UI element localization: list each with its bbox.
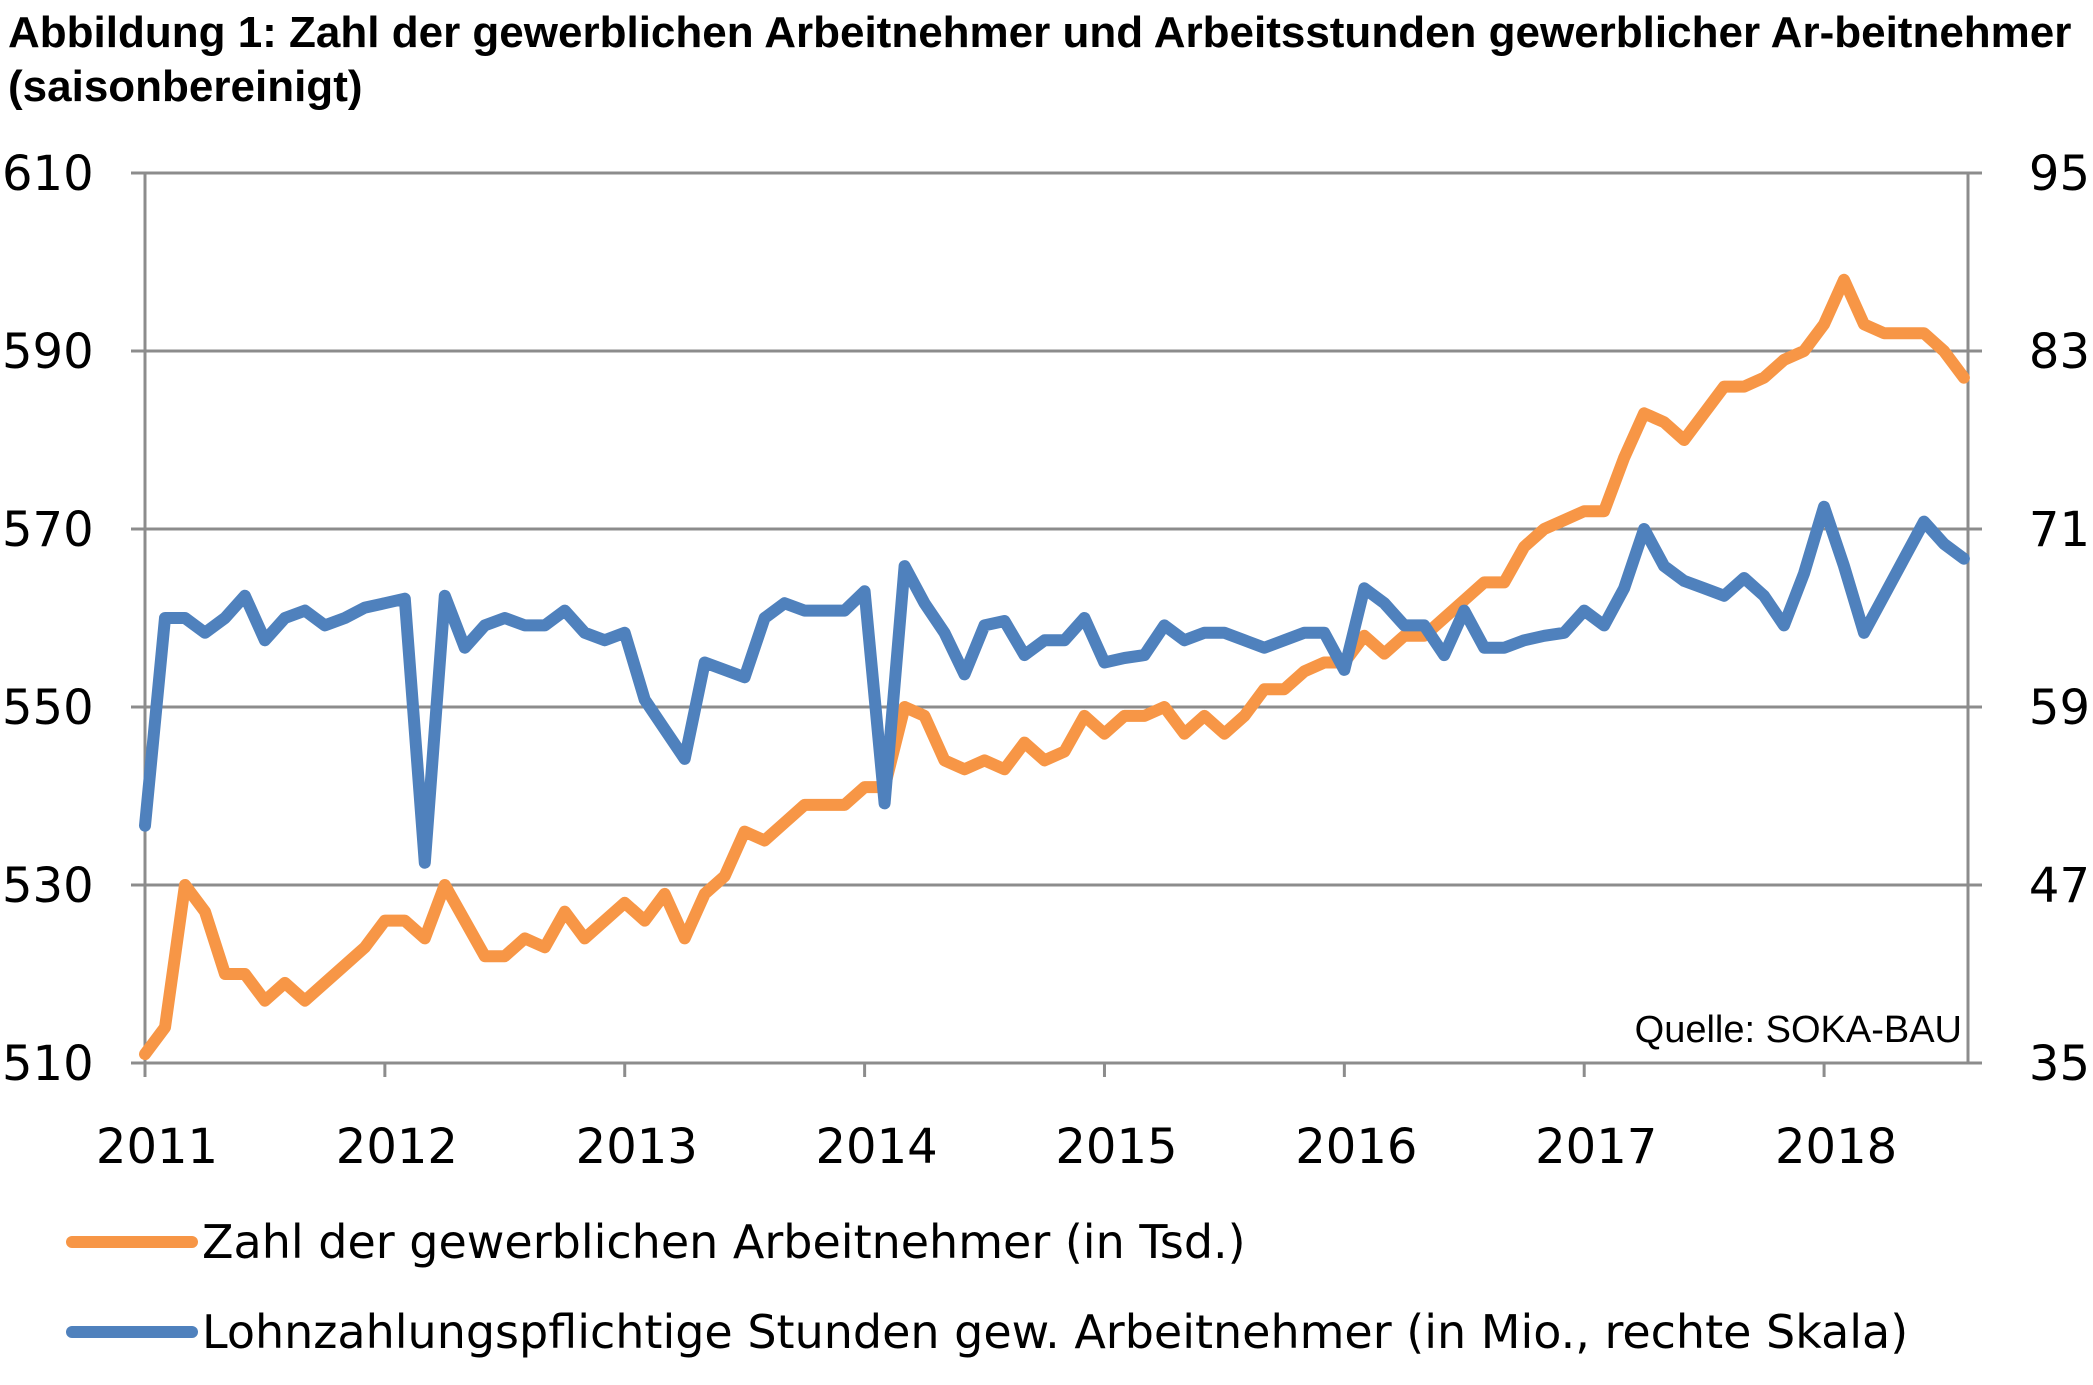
series-line-2 (139, 500, 1970, 869)
x-tick-label: 2017 (1535, 1119, 1657, 1175)
y-right-tick-label: 95 (2029, 146, 2090, 202)
series-lines (139, 273, 1970, 1061)
axes: 510 35 530 47 550 59 570 71 590 83 610 95 2011 2012 20… (2, 146, 2090, 1175)
y-left-tick-label: 530 (2, 858, 94, 914)
legend-label-1: Zahl der gewerblichen Arbeitnehmer (in T… (202, 1215, 1246, 1269)
y-left-tick-label: 550 (2, 680, 94, 736)
series-line-1 (139, 273, 1970, 1061)
y-right-tick-label: 35 (2029, 1036, 2090, 1092)
page-title: Abbildung 1: Zahl der gewerblichen Arbei… (8, 8, 2072, 111)
gridlines (145, 171, 1968, 1065)
x-tick-label: 2016 (1295, 1119, 1417, 1175)
legend: Zahl der gewerblichen Arbeitnehmer (in T… (66, 1215, 1908, 1359)
y-left-tick-label: 570 (2, 502, 94, 558)
y-right-tick-label: 47 (2029, 858, 2090, 914)
y-left-tick-label: 610 (2, 146, 94, 202)
y-right-tick-label: 59 (2029, 680, 2090, 736)
y-left-tick-label: 590 (2, 324, 94, 380)
y-left-tick-label: 510 (2, 1036, 94, 1092)
x-tick-label: 2014 (816, 1119, 938, 1175)
x-tick-label: 2018 (1775, 1119, 1897, 1175)
x-tick-label: 2012 (336, 1119, 458, 1175)
source-label: Quelle: SOKA-BAU (1635, 1009, 1962, 1051)
x-tick-label: 2015 (1055, 1119, 1177, 1175)
x-tick-label: 2011 (96, 1119, 218, 1175)
x-tick-label: 2013 (576, 1119, 698, 1175)
y-right-tick-label: 83 (2029, 324, 2090, 380)
legend-label-2: Lohnzahlungspflichtige Stunden gew. Arbe… (202, 1305, 1908, 1359)
y-right-tick-label: 71 (2029, 502, 2090, 558)
